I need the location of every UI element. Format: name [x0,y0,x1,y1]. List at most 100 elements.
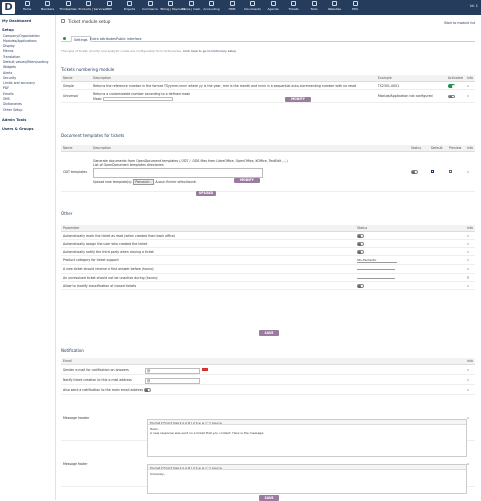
also-send-toggle[interactable] [144,388,152,392]
sidebar-item[interactable]: Limits and accuracy [3,81,35,86]
topmenu-item[interactable]: Tools [304,1,324,11]
sidebar-item[interactable]: Modules/Applications [3,38,37,43]
row-description: Returns a customizable number according … [93,91,191,96]
table-row: An unresolved ticket should not be unact… [61,273,475,283]
pos-icon [352,1,358,6]
sidebar-setup[interactable]: Setup [2,27,14,32]
sidebar-item[interactable]: Security [3,75,17,80]
product-category-select[interactable]: Sto-Fantastic [356,258,397,263]
sender-email-input[interactable]: @ [145,367,200,374]
notify-email-label: Notify ticket creation to this e-mail ad… [63,377,132,382]
editor-toolbar[interactable]: Format ▾ Font ▾ Size ▾ A A B I U S ≡ ≡ ⇐… [148,420,466,425]
topmenu-item[interactable]: Websites [325,1,345,11]
col-name: Name [61,75,91,83]
topmenu-label: POS [352,7,358,11]
tickets-icon [291,1,296,6]
sidebar-item[interactable]: Menus [3,49,14,54]
preview-icon[interactable] [448,169,452,174]
sidebar-item[interactable]: Alerts [3,70,13,75]
sidebar-item[interactable]: PDF [3,86,10,91]
sidebar-item[interactable]: SMS [3,96,10,101]
status-toggle[interactable] [356,284,364,288]
topmenu-item[interactable]: Billing | Payment [161,1,185,11]
sidebar-item[interactable]: Translation [3,54,21,59]
topmenu-item[interactable]: Commerce [140,1,160,11]
topmenu-item[interactable]: Products | Services [79,1,106,11]
sidebar-item[interactable]: Company/Organization [3,33,40,38]
status-toggle[interactable] [356,250,364,254]
topmenu-item[interactable]: Agenda [263,1,283,11]
odt-directories-textarea[interactable] [93,168,263,179]
info-icon [466,242,470,245]
app-logo[interactable]: D [2,1,15,14]
status-toggle[interactable] [356,234,364,238]
browse-button[interactable]: Parcourir... [133,179,155,186]
topmenu-item[interactable]: Thirdparties [58,1,78,11]
info-icon [466,462,470,465]
dictionary-setup-link[interactable]: Click here to go to Dictionary setup [182,49,237,53]
sidebar-my-dashboard[interactable]: My Dashboard [2,18,32,23]
topmenu-item[interactable]: Banks | Cash [181,1,201,11]
modify-odt-button[interactable]: MODIFY [234,178,260,183]
sidebar-item[interactable]: Emails [3,91,14,96]
numbering-table: Name Description Example Activated Info … [61,75,475,104]
hours-input[interactable] [356,275,395,279]
tab-settings[interactable]: Settings [71,36,91,42]
topmenu-label: Members [40,7,55,11]
topmenu-item[interactable]: Members [38,1,58,11]
status-toggle[interactable] [356,242,364,246]
info-icon [466,388,470,391]
hours-input[interactable] [356,267,395,271]
other-heading: Other [61,211,73,216]
row-name: Simple [61,81,91,91]
message-footer-editor[interactable]: Format ▾ Font ▾ Size ▾ A A B I U S ≡ ≡ ⇐… [147,464,467,494]
sidebar-item[interactable]: Other Setup [3,107,23,112]
activated-toggle[interactable] [447,94,455,99]
info-icon [466,234,470,237]
activated-toggle[interactable] [447,84,456,88]
notify-email-input[interactable]: @ [145,377,200,384]
info-icon [466,267,470,271]
status-toggle[interactable] [410,170,418,174]
default-icon[interactable] [430,169,435,173]
sidebar-admin-tools[interactable]: Admin Tools [2,117,27,122]
sidebar-item[interactable]: Dictionaries [3,102,22,107]
upload-label: Upload new template(s): [93,180,133,185]
home-icon [24,1,30,6]
topmenu-label: MRP [105,7,113,11]
sidebar-item[interactable]: Widgets [3,65,16,70]
topmenu-item[interactable]: POS [345,1,365,11]
topmenu-item[interactable]: Accounting [202,1,222,11]
upload-button[interactable]: UPLOAD [196,191,216,196]
topmenu-label: Accounting [203,7,220,11]
col-activated: Activated [445,75,465,83]
topmenu-item[interactable]: Documents [243,1,263,11]
topmenu-label: Banks | Cash [181,7,201,11]
parameter-label: Automatically assign the user who create… [63,241,148,246]
parameter-label: Product category for ticket support [63,258,119,263]
table-row: Product category for ticket support Sto-F… [61,255,475,266]
tab-extra-attributes[interactable]: Extra attributes [90,37,116,41]
editor-toolbar[interactable]: Format ▾ Font ▾ Size ▾ A A B I U S ≡ ≡ ⇐… [148,465,466,470]
modify-mask-button[interactable]: MODIFY [285,97,311,102]
topmenu-item[interactable]: Projects [120,1,140,11]
sidebar-item[interactable]: Default values/filters/sorting [3,60,49,64]
topmenu-item[interactable]: MRP [99,1,119,11]
save-notification-button[interactable]: SAVE [259,495,279,501]
no-file-text: Aucun fichier sélectionné. [155,180,197,185]
info-icon [466,416,470,419]
user-menu[interactable]: Id: 1 [470,4,478,8]
save-other-button[interactable]: SAVE [259,330,279,336]
topmenu-item[interactable]: Tickets [284,1,304,11]
back-to-module-list-link[interactable]: Back to module list [444,21,475,25]
message-header-editor[interactable]: Format ▾ Font ▾ Size ▾ A A B I U S ≡ ≡ ⇐… [147,419,467,457]
col-description: Description [91,145,409,153]
tab-public-interface[interactable]: Public interface [116,37,142,41]
sidebar-users-groups[interactable]: Users & Groups [2,126,34,131]
topmenu-item[interactable]: HRM [222,1,242,11]
tab-bar: Settings Extra attributes Public interfa… [61,36,475,42]
table-row: Simple Returns the reference number in t… [61,81,475,91]
sidebar-item[interactable]: Display [3,44,15,49]
topmenu-item[interactable]: Home [17,1,37,11]
mask-input[interactable] [103,97,174,101]
